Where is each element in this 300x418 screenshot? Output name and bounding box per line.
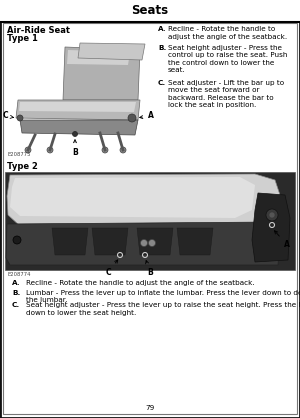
Polygon shape bbox=[137, 228, 173, 255]
Text: C.: C. bbox=[158, 80, 166, 86]
Circle shape bbox=[128, 114, 136, 122]
Polygon shape bbox=[252, 193, 290, 262]
Text: B: B bbox=[146, 260, 153, 277]
Text: Recline - Rotate the handle to
adjust the angle of the seatback.: Recline - Rotate the handle to adjust th… bbox=[168, 26, 287, 39]
Text: Seat height adjuster - Press the lever up to raise the seat height. Press the le: Seat height adjuster - Press the lever u… bbox=[26, 302, 300, 316]
Circle shape bbox=[47, 147, 53, 153]
Polygon shape bbox=[20, 120, 138, 135]
Text: Lumbar - Press the lever up to inflate the lumbar. Press the lever down to defla: Lumbar - Press the lever up to inflate t… bbox=[26, 290, 300, 303]
Text: Type 1: Type 1 bbox=[7, 34, 38, 43]
Text: A.: A. bbox=[12, 280, 20, 286]
Bar bbox=[0, 0, 300, 22]
Text: Seats: Seats bbox=[131, 5, 169, 18]
Text: Type 2: Type 2 bbox=[7, 162, 38, 171]
Circle shape bbox=[140, 240, 148, 247]
Polygon shape bbox=[52, 228, 88, 255]
Bar bbox=[5, 172, 295, 270]
Text: Seat height adjuster - Press the
control up to raise the seat. Push
the control : Seat height adjuster - Press the control… bbox=[168, 45, 287, 74]
Circle shape bbox=[148, 240, 155, 247]
Circle shape bbox=[266, 209, 278, 221]
Text: C: C bbox=[105, 260, 118, 277]
Text: C.: C. bbox=[12, 302, 20, 308]
Circle shape bbox=[102, 147, 108, 153]
Circle shape bbox=[269, 212, 275, 218]
Circle shape bbox=[25, 147, 31, 153]
Polygon shape bbox=[10, 177, 255, 218]
Circle shape bbox=[13, 236, 21, 244]
Polygon shape bbox=[177, 228, 213, 255]
Text: Air-Ride Seat: Air-Ride Seat bbox=[7, 26, 70, 35]
Polygon shape bbox=[7, 174, 280, 228]
Text: C: C bbox=[2, 112, 14, 120]
Text: E208774: E208774 bbox=[7, 272, 31, 277]
Polygon shape bbox=[67, 50, 130, 65]
Bar bbox=[7, 43, 155, 158]
Text: Recline - Rotate the handle to adjust the angle of the seatback.: Recline - Rotate the handle to adjust th… bbox=[26, 280, 255, 286]
Polygon shape bbox=[19, 102, 136, 112]
Text: 79: 79 bbox=[146, 405, 154, 411]
Text: B.: B. bbox=[158, 45, 166, 51]
Text: Seat adjuster - Lift the bar up to
move the seat forward or
backward. Release th: Seat adjuster - Lift the bar up to move … bbox=[168, 80, 284, 109]
Text: B: B bbox=[72, 140, 78, 157]
Polygon shape bbox=[6, 222, 280, 265]
Text: E208775: E208775 bbox=[7, 152, 31, 157]
Text: A: A bbox=[274, 231, 290, 249]
Polygon shape bbox=[16, 100, 140, 120]
Circle shape bbox=[73, 132, 77, 137]
Circle shape bbox=[17, 115, 23, 121]
Text: A.: A. bbox=[158, 26, 166, 32]
Polygon shape bbox=[78, 43, 145, 60]
Text: A: A bbox=[140, 112, 154, 120]
Circle shape bbox=[120, 147, 126, 153]
Polygon shape bbox=[92, 228, 128, 255]
Text: B.: B. bbox=[12, 290, 20, 296]
Polygon shape bbox=[63, 47, 140, 100]
